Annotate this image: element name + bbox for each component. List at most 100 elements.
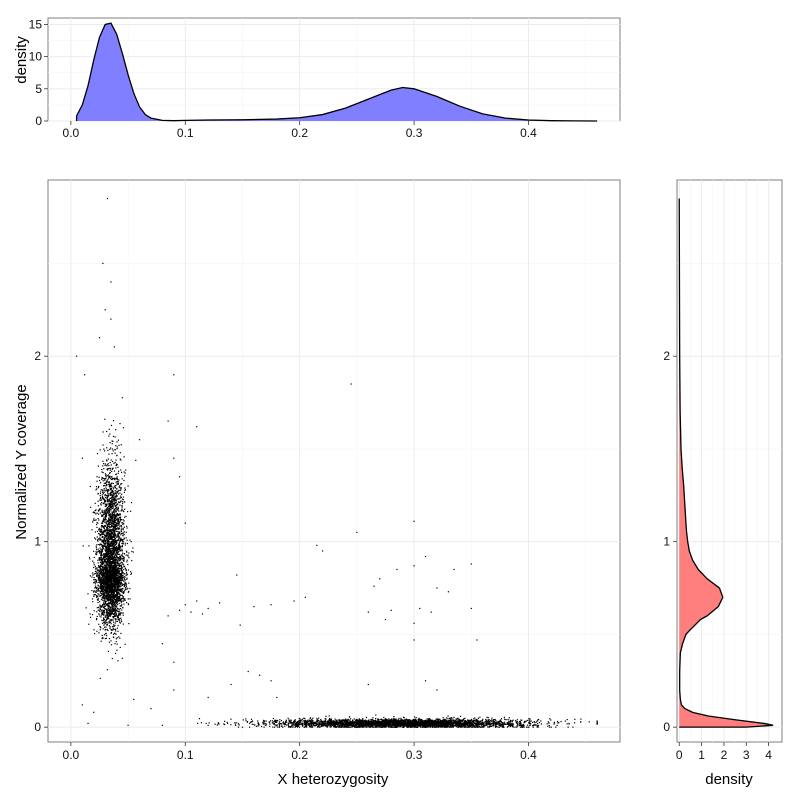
scatter-point: [107, 495, 109, 498]
scatter-point: [103, 513, 105, 515]
scatter-point: [100, 610, 103, 612]
scatter-point: [119, 497, 121, 499]
scatter-point: [116, 508, 118, 510]
scatter-point: [116, 480, 118, 483]
scatter-point: [99, 508, 101, 511]
scatter-point: [110, 583, 112, 585]
scatter-point: [405, 725, 407, 727]
scatter-point: [108, 622, 110, 624]
scatter-point: [120, 510, 122, 512]
scatter-point: [108, 559, 111, 562]
scatter-point: [111, 517, 113, 519]
scatter-point: [122, 541, 124, 543]
scatter-point: [452, 723, 455, 725]
scatter-point: [109, 601, 111, 603]
scatter-point: [106, 618, 108, 620]
scatter-point: [105, 514, 108, 516]
scatter-point: [111, 521, 114, 523]
scatter-point: [107, 586, 109, 588]
scatter-point: [114, 584, 116, 586]
scatter-point: [123, 523, 125, 525]
scatter-point: [109, 552, 112, 554]
scatter-point: [104, 588, 106, 590]
scatter-point: [103, 614, 105, 616]
scatter-point: [111, 573, 113, 575]
scatter-point: [119, 576, 122, 578]
scatter-point: [110, 447, 112, 449]
scatter-point: [334, 718, 336, 720]
scatter-point: [359, 722, 361, 725]
scatter-point: [113, 578, 115, 580]
scatter-point: [103, 605, 105, 607]
scatter-point: [114, 575, 116, 578]
scatter-point: [112, 605, 114, 608]
scatter-point: [108, 608, 111, 611]
scatter-point: [110, 594, 112, 596]
scatter-point: [123, 553, 126, 555]
scatter-point: [105, 494, 107, 496]
scatter-point: [200, 722, 203, 724]
scatter-point: [101, 471, 103, 473]
scatter-point: [110, 538, 112, 540]
scatter-point: [116, 596, 119, 599]
scatter-point: [101, 561, 104, 564]
scatter-point: [124, 489, 127, 491]
scatter-point: [122, 498, 124, 501]
scatter-point: [120, 582, 122, 584]
scatter-point: [110, 611, 112, 613]
scatter-point: [509, 719, 512, 722]
scatter-point: [95, 619, 98, 621]
scatter-point: [349, 722, 351, 724]
scatter-point: [104, 564, 106, 567]
scatter-point: [106, 549, 108, 552]
scatter-point: [101, 585, 103, 587]
scatter-point: [117, 507, 119, 509]
scatter-point: [113, 561, 115, 563]
scatter-point: [114, 583, 116, 585]
scatter-point: [116, 556, 118, 558]
scatter-point: [334, 726, 337, 728]
scatter-point: [101, 622, 104, 624]
scatter-point: [99, 561, 102, 564]
scatter-point: [116, 550, 118, 553]
scatter-point: [114, 604, 117, 606]
scatter-point: [111, 536, 113, 538]
scatter-point: [106, 562, 108, 564]
scatter-point: [534, 724, 536, 726]
scatter-point: [103, 579, 105, 581]
scatter-point: [119, 452, 121, 454]
scatter-point: [100, 526, 103, 528]
scatter-point: [95, 586, 97, 588]
scatter-point: [110, 504, 112, 506]
scatter-point: [116, 589, 118, 591]
scatter-point: [105, 587, 107, 589]
scatter-point: [112, 535, 114, 537]
scatter-point: [108, 613, 110, 615]
scatter-point: [112, 506, 114, 508]
scatter-point: [104, 464, 106, 467]
scatter-point: [391, 725, 393, 728]
scatter-point: [101, 593, 103, 595]
scatter-point: [104, 501, 107, 503]
scatter-point: [117, 519, 120, 521]
scatter-point: [105, 482, 107, 484]
scatter-point: [106, 503, 108, 505]
scatter-point: [111, 657, 113, 660]
scatter-point: [105, 566, 108, 569]
scatter-point: [110, 566, 112, 569]
scatter-point: [105, 595, 107, 597]
scatter-point: [108, 541, 110, 543]
scatter-point: [107, 532, 109, 534]
scatter-point: [109, 550, 111, 553]
scatter-point: [102, 637, 104, 639]
scatter-point: [287, 717, 289, 719]
scatter-point: [93, 576, 95, 579]
scatter-point: [104, 622, 106, 624]
scatter-point: [104, 503, 106, 505]
scatter-point: [109, 494, 111, 496]
scatter-point: [113, 508, 116, 510]
scatter-point: [113, 529, 115, 531]
scatter-point: [121, 589, 123, 591]
scatter-point: [276, 721, 278, 723]
scatter-point: [103, 539, 106, 541]
